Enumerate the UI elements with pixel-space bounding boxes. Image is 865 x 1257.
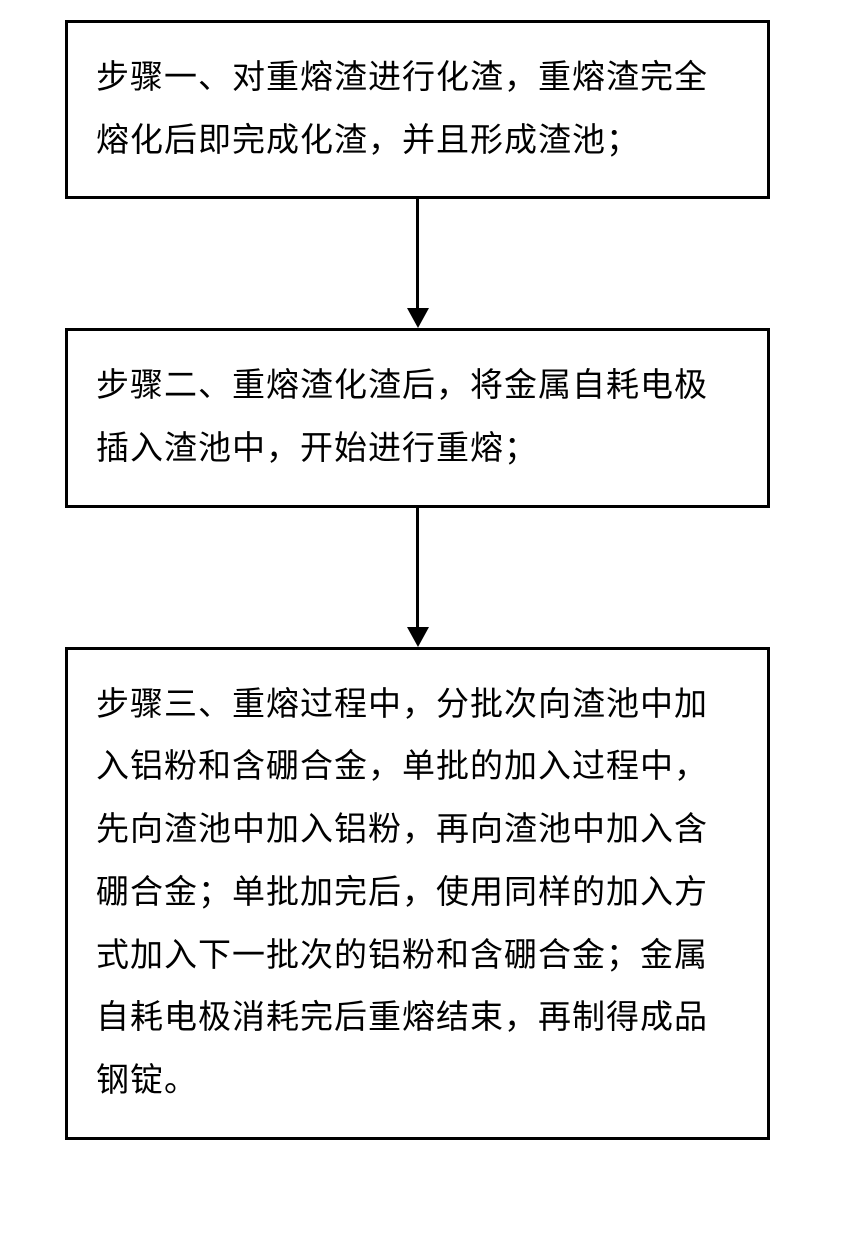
flowchart-box-text: 步骤一、对重熔渣进行化渣，重熔渣完全熔化后即完成化渣，并且形成渣池； — [96, 47, 739, 172]
arrow-line — [416, 508, 419, 628]
arrow-head-icon — [407, 627, 429, 647]
arrow — [407, 199, 429, 328]
flowchart-container: 步骤一、对重熔渣进行化渣，重熔渣完全熔化后即完成化渣，并且形成渣池； 步骤二、重… — [50, 20, 815, 1140]
arrow-line — [416, 199, 419, 309]
flowchart-box-text: 步骤二、重熔渣化渣后，将金属自耗电极插入渣池中，开始进行重熔； — [96, 355, 739, 480]
arrow — [407, 508, 429, 647]
flowchart-box-step-3: 步骤三、重熔过程中，分批次向渣池中加入铝粉和含硼合金，单批的加入过程中，先向渣池… — [65, 647, 770, 1140]
flowchart-box-step-2: 步骤二、重熔渣化渣后，将金属自耗电极插入渣池中，开始进行重熔； — [65, 328, 770, 507]
arrow-head-icon — [407, 308, 429, 328]
flowchart-box-text: 步骤三、重熔过程中，分批次向渣池中加入铝粉和含硼合金，单批的加入过程中，先向渣池… — [96, 674, 739, 1113]
flowchart-arrow-1 — [65, 199, 770, 328]
flowchart-box-step-1: 步骤一、对重熔渣进行化渣，重熔渣完全熔化后即完成化渣，并且形成渣池； — [65, 20, 770, 199]
flowchart-arrow-2 — [65, 508, 770, 647]
